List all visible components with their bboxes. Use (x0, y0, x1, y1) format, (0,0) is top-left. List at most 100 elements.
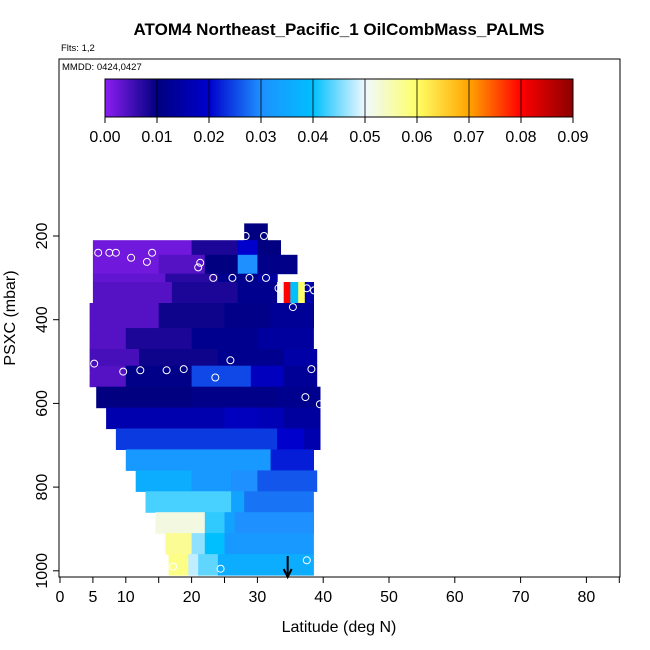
heatmap-cell (217, 273, 258, 283)
heatmap-cell (224, 303, 272, 329)
heatmap-cell (217, 349, 285, 367)
y-axis-ticks: 200 400 600 800 1000 (34, 223, 59, 589)
y-tick-label: 400 (34, 306, 51, 333)
colorbar-tick-label: 0.00 (89, 129, 120, 146)
data-point (226, 356, 235, 365)
heatmap-cell (92, 282, 173, 304)
colorbar-tick-label: 0.02 (193, 129, 224, 146)
heatmap-cell (125, 328, 193, 350)
x-tick-label: 10 (117, 589, 135, 606)
heatmap-cell (158, 254, 206, 275)
colorbar-tick-label: 0.01 (141, 129, 172, 146)
heatmap-cell (191, 365, 252, 388)
heatmap-cells (89, 223, 321, 576)
data-point (245, 273, 254, 282)
data-point (262, 273, 270, 282)
x-tick-label: 20 (183, 589, 201, 606)
colorbar-tick-label: 0.06 (401, 129, 432, 146)
data-point (196, 258, 205, 267)
colorbar-tick-label: 0.08 (505, 129, 536, 146)
heatmap-cell (283, 365, 318, 388)
heatmap-cell (191, 240, 239, 256)
data-point (119, 367, 128, 376)
heatmap-cell (277, 282, 285, 304)
flights-label: Flts: 1,2 (61, 43, 95, 54)
heatmap-cell (92, 240, 193, 256)
colorbar-ticks: 0.00 0.01 0.02 0.03 0.04 0.05 0.06 0.07 0.08 0.09 (89, 117, 589, 146)
heatmap-cell (224, 512, 235, 534)
x-tick-label: 5 (88, 589, 97, 606)
heatmap-cell (115, 428, 278, 450)
data-point (169, 562, 178, 571)
heatmap-cell (231, 491, 245, 513)
heatmap-cell (96, 386, 193, 409)
heatmap-cell (125, 449, 272, 471)
data-point (81, 369, 90, 378)
heatmap-cell (89, 303, 160, 329)
data-point (194, 263, 203, 272)
heatmap-cell (283, 282, 291, 304)
data-point (274, 284, 283, 293)
data-point (301, 393, 310, 402)
heatmap-cell (257, 240, 281, 256)
x-tick-label: 80 (578, 589, 596, 606)
colorbar-tick-label: 0.07 (453, 129, 484, 146)
heatmap-cell (237, 254, 258, 275)
heatmap-cell (204, 512, 226, 534)
heatmap-cell (89, 365, 127, 388)
data-point (179, 365, 188, 374)
heatmap-cell (290, 282, 299, 304)
heatmap-cell (277, 386, 321, 409)
y-tick-label: 600 (34, 390, 51, 417)
colorbar-tick-label: 0.09 (557, 129, 588, 146)
data-point (310, 286, 318, 295)
heatmap-cell (237, 282, 278, 304)
heatmap-cell (191, 533, 206, 555)
heatmap-cell (198, 554, 219, 576)
heatmap-cell (303, 428, 321, 450)
colorbar-dividers (156, 79, 522, 117)
heatmap-cell (283, 349, 318, 367)
heatmap-cell (188, 554, 199, 576)
data-point (288, 303, 297, 312)
heatmap-cell (298, 282, 306, 304)
heatmap-cell (224, 533, 314, 555)
heatmap-cell (92, 273, 166, 283)
heatmap-cell (204, 533, 226, 555)
data-point (228, 273, 237, 282)
heatmap-cell (92, 254, 160, 275)
data-point (148, 248, 157, 257)
heatmap-cell (165, 533, 193, 555)
heatmap-cell (270, 303, 314, 329)
data-point (127, 253, 136, 262)
heatmap-cell (283, 407, 321, 430)
heatmap-cell (139, 349, 219, 367)
data-point (94, 248, 103, 257)
data-point (209, 273, 218, 282)
colorbar-tick-label: 0.05 (349, 129, 380, 146)
data-point (302, 556, 311, 565)
heatmap-cell (270, 449, 314, 471)
data-point (162, 366, 171, 375)
data-point (136, 366, 145, 375)
data-point (211, 373, 220, 382)
heatmap-cell (244, 491, 314, 513)
heatmap-cell (257, 470, 318, 492)
mmdd-label: MMDD: 0424,0427 (62, 62, 142, 73)
heatmap-cell (234, 512, 314, 534)
heatmap-cell (135, 470, 193, 492)
heatmap-cell (224, 407, 258, 430)
heatmap-cell (204, 254, 239, 275)
y-tick-label: 200 (34, 223, 51, 250)
heatmap-cell (231, 470, 258, 492)
data-point (302, 284, 311, 293)
heatmap-cell (277, 428, 304, 450)
colorbar (104, 78, 574, 118)
colorbar-tick-label: 0.03 (245, 129, 276, 146)
y-axis-label: PSXC (mbar) (2, 270, 19, 365)
heatmap-cell (191, 386, 278, 409)
heatmap-cell (89, 328, 127, 350)
heatmap-cell (106, 407, 226, 430)
heatmap-cell (191, 328, 258, 350)
